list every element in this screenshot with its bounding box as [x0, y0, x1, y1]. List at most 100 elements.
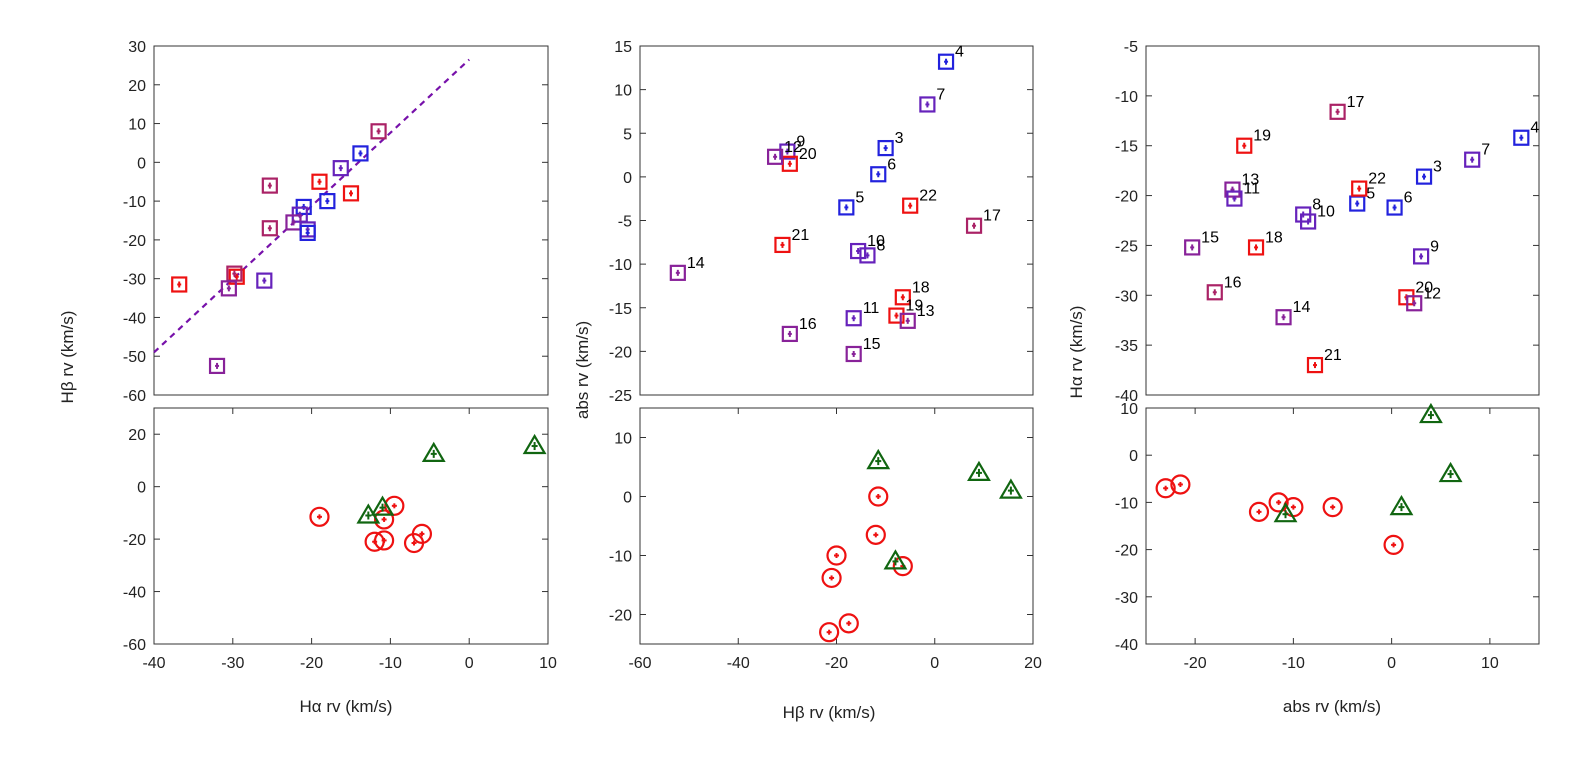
- x-tick-label: -20: [1184, 655, 1207, 672]
- point-label: 15: [863, 336, 881, 353]
- square-marker: [781, 325, 798, 343]
- y-tick-label: -5: [618, 214, 632, 231]
- point-label: 9: [796, 134, 805, 151]
- y-tick-label: 0: [623, 170, 632, 187]
- triangle-marker: [1438, 461, 1463, 483]
- point-label: 5: [855, 189, 864, 206]
- y-tick-label: -30: [1115, 288, 1138, 305]
- square-marker: [342, 185, 360, 202]
- y-tick-label: 5: [623, 126, 632, 143]
- y-tick-label: -10: [609, 549, 632, 566]
- square-marker: [1247, 239, 1265, 256]
- x-tick-label: 0: [465, 655, 474, 672]
- square-marker: [171, 276, 188, 293]
- square-marker: [1224, 181, 1241, 198]
- y-tick-label: 0: [137, 480, 146, 497]
- middle-x-axis-label: Hβ rv (km/s): [783, 703, 876, 722]
- point-label: 7: [936, 86, 945, 103]
- plot-frame: [153, 45, 549, 396]
- circle-marker: [1383, 534, 1404, 555]
- circle-marker: [1155, 478, 1176, 499]
- circle-marker: [1170, 474, 1191, 495]
- circle-marker: [868, 486, 889, 507]
- point-label: 21: [791, 227, 809, 244]
- point-label: 6: [1404, 190, 1413, 207]
- triangle-marker: [967, 460, 991, 481]
- square-marker: [1415, 168, 1433, 185]
- square-marker: [1236, 137, 1253, 154]
- x-tick-label: 20: [1024, 655, 1042, 672]
- x-tick-label: 0: [930, 655, 939, 672]
- point-label: 6: [887, 156, 896, 173]
- y-tick-label: -10: [1115, 495, 1138, 512]
- y-tick-label: 20: [128, 78, 146, 95]
- y-tick-label: 15: [614, 39, 632, 56]
- y-tick-label: -5: [1124, 39, 1138, 56]
- point-label: 5: [1366, 186, 1375, 203]
- point-label: 19: [1253, 128, 1271, 145]
- square-marker: [220, 280, 237, 297]
- circle-marker: [838, 613, 859, 634]
- circle-marker: [1268, 492, 1289, 513]
- square-marker: [902, 197, 919, 214]
- y-tick-label: -35: [1115, 338, 1138, 355]
- fit-line: [153, 58, 470, 354]
- panel-left-bottom: 200-20-40-60-40 -30 -20 -10 0 10: [123, 407, 557, 672]
- y-tick-label: 0: [623, 490, 632, 507]
- y-tick-label: -10: [1115, 89, 1138, 106]
- square-marker: [774, 236, 791, 254]
- square-marker: [870, 166, 887, 183]
- plot-frame: [1145, 45, 1540, 396]
- x-tick-label: 10: [1481, 655, 1499, 672]
- circle-marker: [821, 567, 842, 589]
- x-tick-label: -40: [727, 655, 750, 672]
- square-marker: [937, 53, 955, 70]
- panel-right-top: -5-10-15-20-25-30-35-4047365221719131181…: [1115, 39, 1540, 405]
- y-tick-label: -60: [123, 637, 146, 654]
- point-label: 12: [784, 139, 802, 156]
- square-marker: [1406, 295, 1423, 312]
- panel-middle-bottom: 10 0 -10 -20 -60 -40 -20 0 20: [609, 407, 1042, 672]
- square-marker: [261, 177, 278, 194]
- square-marker: [1306, 356, 1324, 374]
- triangle-marker: [998, 478, 1023, 499]
- point-label: 20: [799, 146, 817, 163]
- plot-frame: [1145, 407, 1540, 645]
- y-tick-label: -40: [123, 310, 146, 327]
- point-label: 10: [867, 233, 885, 250]
- point-label: 13: [1241, 172, 1259, 189]
- middle-y-axis-label: abs rv (km/s): [573, 321, 592, 419]
- left-x-axis-label: Hα rv (km/s): [300, 697, 393, 716]
- left-y-axis-label: Hβ rv (km/s): [58, 311, 77, 404]
- circle-marker: [819, 622, 840, 643]
- square-marker: [766, 148, 784, 165]
- y-tick-label: 10: [128, 117, 146, 134]
- point-label: 11: [863, 300, 880, 317]
- y-tick-label: -40: [1115, 388, 1138, 405]
- circle-marker: [309, 506, 330, 527]
- square-marker: [1412, 248, 1430, 265]
- y-tick-label: 10: [614, 83, 632, 100]
- y-tick-label: -15: [609, 301, 632, 318]
- square-marker: [888, 307, 905, 324]
- point-label: 19: [905, 298, 923, 315]
- square-marker: [859, 247, 876, 264]
- square-marker: [370, 123, 387, 140]
- square-marker: [850, 242, 867, 260]
- triangle-marker: [866, 448, 891, 470]
- circle-marker: [1248, 501, 1270, 522]
- x-tick-label: -30: [221, 655, 244, 672]
- square-marker: [845, 310, 862, 327]
- y-tick-label: -50: [123, 349, 146, 366]
- triangle-marker: [522, 433, 547, 455]
- point-label: 4: [955, 44, 964, 61]
- point-label: 15: [1201, 229, 1219, 246]
- square-marker: [261, 220, 278, 237]
- square-marker: [919, 96, 936, 113]
- square-marker: [319, 193, 336, 210]
- y-tick-label: 10: [1120, 401, 1138, 418]
- y-tick-label: -25: [1115, 238, 1138, 255]
- x-tick-label: -10: [379, 655, 402, 672]
